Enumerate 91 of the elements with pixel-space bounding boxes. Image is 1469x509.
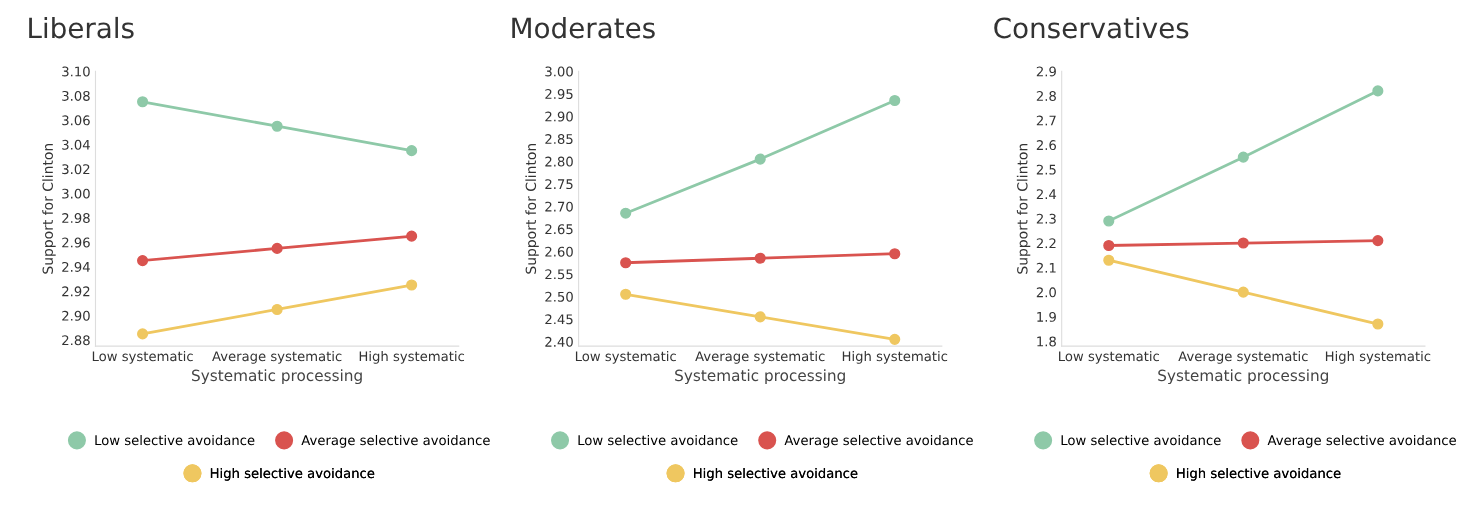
x-tick-label: Average systematic (695, 350, 825, 364)
point (620, 288, 632, 300)
x-tick-label: Low systematic (1059, 350, 1159, 364)
point (271, 303, 283, 316)
point (406, 279, 418, 291)
legend-label: Low selective avoidance (1061, 434, 1221, 446)
y-tick-label: 2.85 (545, 134, 573, 145)
x-tick-label: Low systematic (575, 350, 676, 364)
y-tick-label: 2.50 (545, 291, 573, 302)
x-tick-label: Average systematic (212, 350, 342, 364)
y-tick-label: 2.4 (1036, 189, 1057, 199)
y-tick-label: 2.40 (545, 336, 573, 347)
x-tick-label: High systematic (842, 350, 948, 364)
y-axis-title: Support for Clinton (42, 143, 56, 274)
legend-label: High selective avoidance (210, 467, 375, 481)
point (620, 257, 632, 269)
legend-label: Average selective avoidance (1267, 434, 1456, 448)
point (1237, 151, 1249, 163)
y-tick-label: 2.98 (62, 213, 90, 224)
y-tick-label: 3.04 (62, 139, 90, 150)
legend-label: Average selective avoidance (784, 434, 973, 448)
chart-title: Moderates (512, 16, 655, 39)
x-axis-title: Systematic processing (675, 369, 845, 385)
point (889, 248, 901, 260)
y-axis-title: Support for Clinton (525, 143, 539, 274)
x-tick-label: High systematic (1325, 350, 1431, 364)
chart-title: Liberals (29, 16, 134, 39)
point (1103, 215, 1115, 227)
point (1372, 235, 1384, 247)
y-tick-label: 2.2 (1036, 238, 1056, 249)
y-tick-label: 3.08 (62, 90, 90, 101)
y-tick-label: 2.75 (545, 179, 573, 190)
y-tick-label: 2.80 (545, 156, 573, 167)
legend-label: Low selective avoidance (578, 434, 738, 446)
y-tick-label: 3.00 (62, 188, 90, 199)
point (1237, 237, 1249, 249)
y-tick-label: 2.1 (1036, 262, 1056, 273)
y-tick-label: 2.9 (1036, 66, 1056, 77)
legend-label: High selective avoidance (694, 467, 858, 481)
point (406, 145, 418, 157)
legend-label: Low selective avoidance (95, 434, 255, 446)
y-tick-label: 2.5 (1036, 164, 1056, 175)
y-tick-label: 2.70 (545, 201, 573, 212)
point (1372, 318, 1384, 330)
y-tick-label: 2.3 (1036, 213, 1056, 224)
y-tick-label: 1.8 (1037, 336, 1056, 347)
legend-label: High selective avoidance (1177, 467, 1341, 481)
y-tick-label: 3.00 (545, 66, 573, 77)
point (406, 230, 418, 242)
point (1103, 254, 1115, 266)
y-tick-label: 2.60 (545, 246, 573, 257)
y-tick-label: 2.7 (1036, 115, 1056, 126)
y-tick-label: 2.90 (62, 310, 90, 321)
y-tick-label: 1.9 (1037, 311, 1056, 322)
point (754, 153, 766, 165)
point (754, 311, 766, 323)
point (889, 333, 901, 345)
y-tick-label: 2.6 (1036, 140, 1056, 151)
y-tick-label: 2.96 (62, 237, 90, 248)
point (1237, 286, 1249, 298)
y-tick-label: 2.8 (1036, 91, 1056, 101)
x-axis-title: Systematic processing (1158, 369, 1328, 385)
y-tick-label: 2.65 (545, 224, 573, 235)
x-tick-label: Low systematic (92, 350, 193, 364)
point (271, 120, 283, 132)
point (1372, 85, 1384, 97)
point (754, 252, 766, 264)
point (137, 96, 149, 108)
y-tick-label: 2.94 (62, 261, 90, 272)
legend-label: Average selective avoidance (301, 434, 490, 448)
point (889, 94, 901, 107)
y-tick-label: 2.88 (62, 335, 90, 346)
y-tick-label: 2.0 (1036, 287, 1056, 298)
y-tick-label: 2.55 (545, 269, 573, 280)
y-tick-label: 2.45 (545, 314, 573, 325)
point (620, 207, 632, 219)
y-tick-label: 3.06 (62, 115, 90, 126)
point (137, 328, 149, 340)
x-tick-label: High systematic (359, 350, 465, 364)
point (137, 255, 149, 267)
y-tick-label: 2.92 (62, 286, 90, 297)
x-tick-label: Average systematic (1178, 350, 1308, 364)
y-tick-label: 3.10 (62, 66, 90, 77)
y-tick-label: 3.02 (62, 164, 90, 175)
point (271, 242, 283, 254)
y-tick-label: 2.90 (545, 111, 573, 122)
chart-title: Conservatives (994, 16, 1189, 39)
y-tick-label: 2.95 (545, 89, 573, 99)
x-axis-title: Systematic processing (192, 369, 362, 385)
y-axis-title: Support for Clinton (1016, 143, 1031, 274)
point (1103, 239, 1115, 252)
